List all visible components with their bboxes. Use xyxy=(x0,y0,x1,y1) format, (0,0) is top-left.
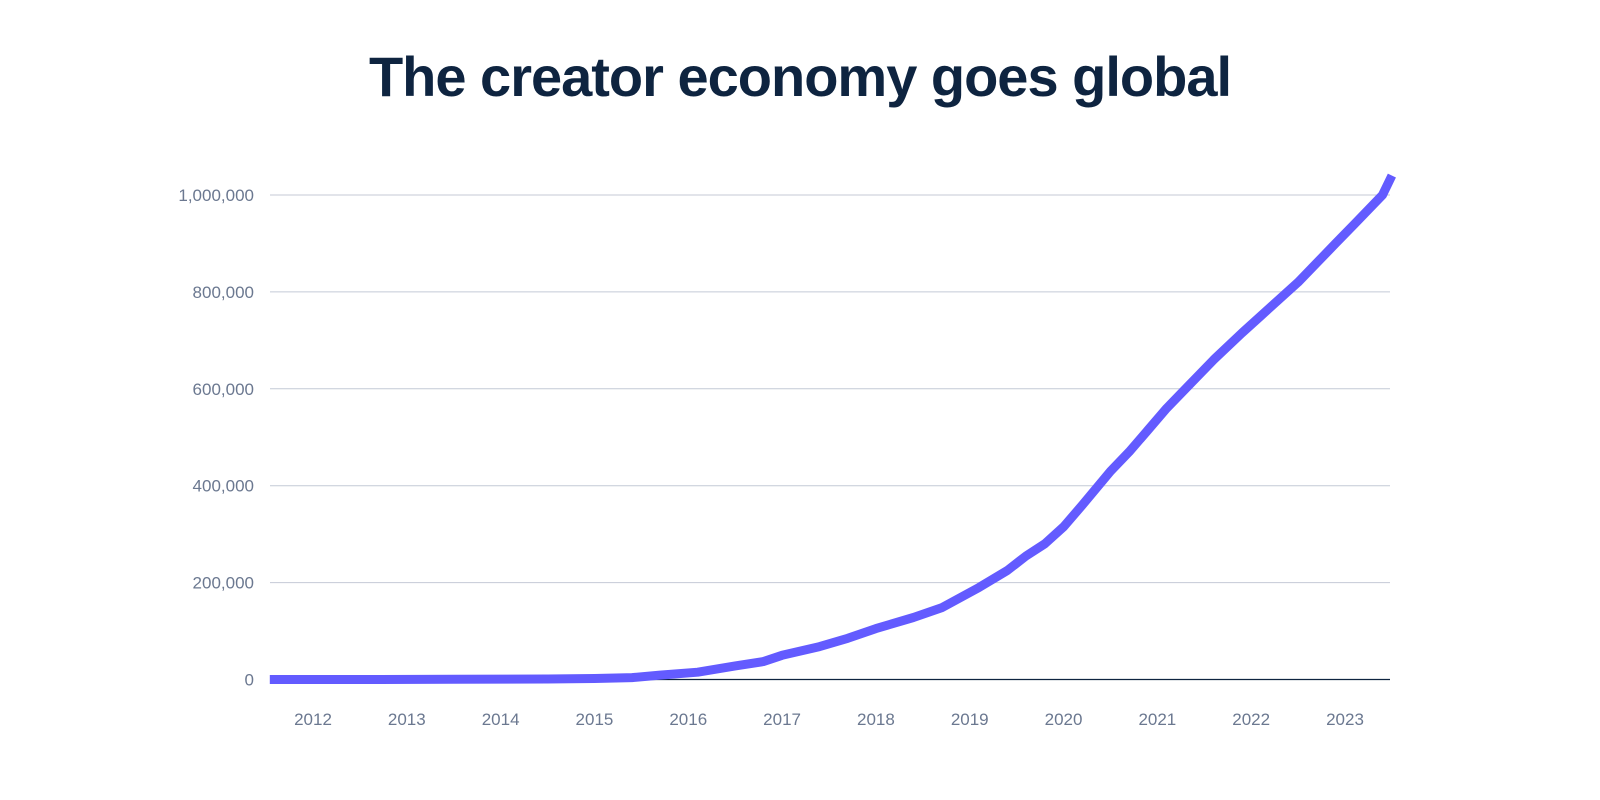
x-tick-label: 2021 xyxy=(1138,710,1176,729)
x-tick-label: 2016 xyxy=(669,710,707,729)
x-tick-label: 2020 xyxy=(1045,710,1083,729)
x-tick-label: 2012 xyxy=(294,710,332,729)
x-tick-label: 2023 xyxy=(1326,710,1364,729)
y-tick-label: 600,000 xyxy=(193,380,254,399)
x-tick-label: 2014 xyxy=(482,710,520,729)
y-tick-label: 400,000 xyxy=(193,477,254,496)
x-tick-label: 2022 xyxy=(1232,710,1270,729)
y-tick-label: 1,000,000 xyxy=(178,186,254,205)
gridlines xyxy=(270,194,1390,584)
series-group xyxy=(269,173,1396,684)
series-line xyxy=(269,173,1396,684)
x-tick-label: 2018 xyxy=(857,710,895,729)
x-tick-label: 2013 xyxy=(388,710,426,729)
x-tick-label: 2017 xyxy=(763,710,801,729)
chart-title: The creator economy goes global xyxy=(368,45,1232,108)
x-tick-label: 2015 xyxy=(576,710,614,729)
y-tick-label: 200,000 xyxy=(193,574,254,593)
y-axis-ticks: 0 200,000 400,000 600,000 800,000 1,000,000 xyxy=(178,186,254,690)
x-tick-label: 2019 xyxy=(951,710,989,729)
y-tick-label: 800,000 xyxy=(193,283,254,302)
y-tick-label: 0 xyxy=(245,671,254,690)
x-axis-ticks: 2012 2013 2014 2015 2016 2017 2018 2019 2020 2021… xyxy=(294,710,1364,729)
